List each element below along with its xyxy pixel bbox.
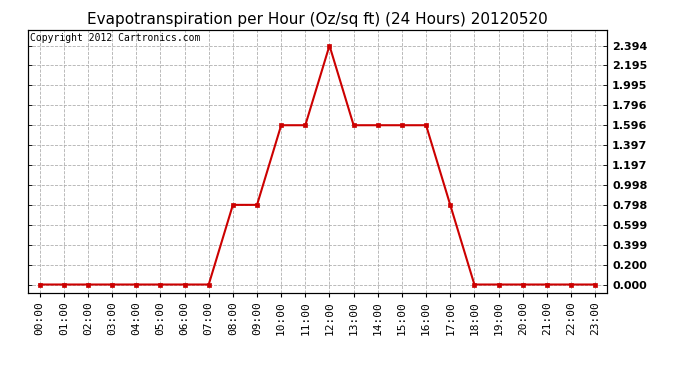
Text: Copyright 2012 Cartronics.com: Copyright 2012 Cartronics.com	[30, 33, 201, 43]
Title: Evapotranspiration per Hour (Oz/sq ft) (24 Hours) 20120520: Evapotranspiration per Hour (Oz/sq ft) (…	[87, 12, 548, 27]
